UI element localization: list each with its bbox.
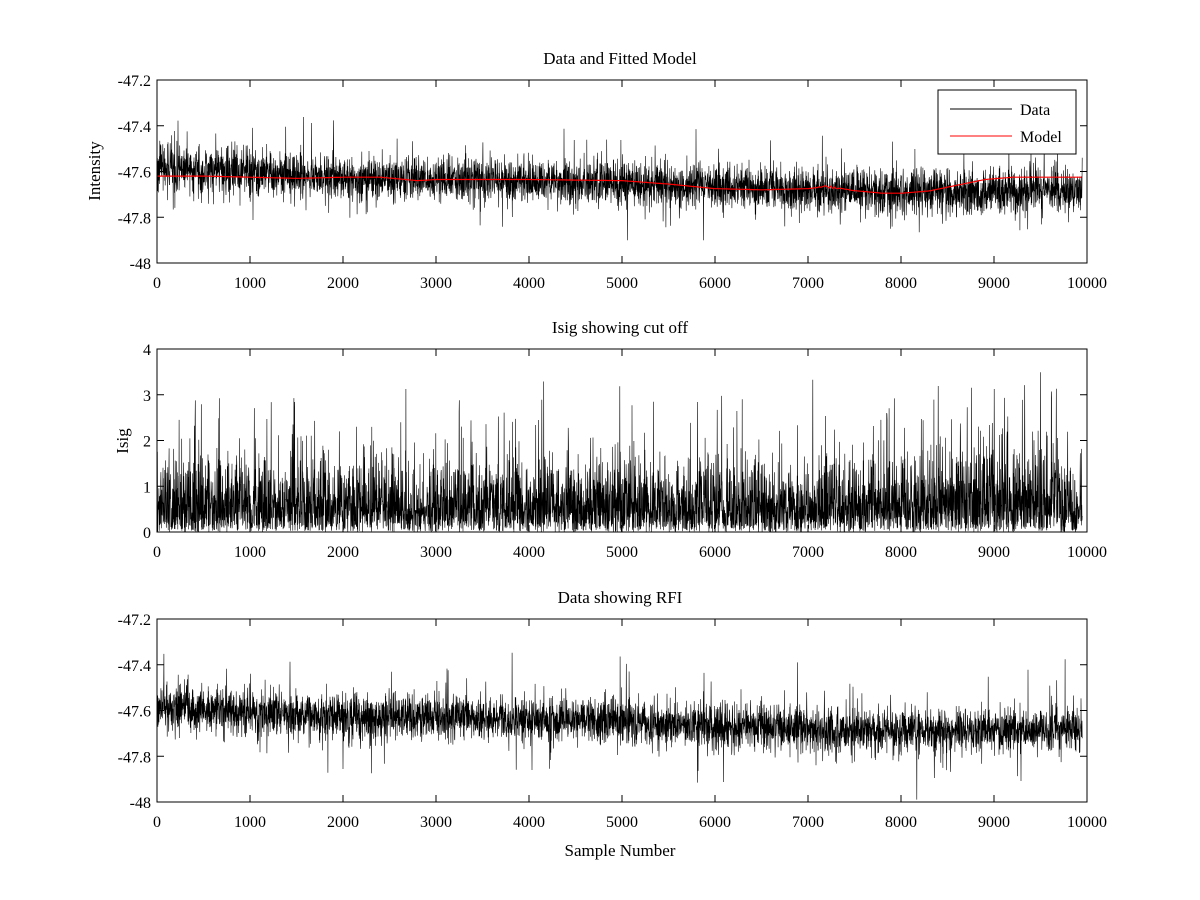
- x-tick-label: 9000: [978, 275, 1010, 292]
- x-tick-label: 2000: [327, 275, 359, 292]
- y-tick-label: -47.2: [118, 612, 151, 629]
- x-axis-label: Sample Number: [565, 841, 676, 860]
- y-axis-label: Intensity: [85, 141, 104, 201]
- x-tick-label: 9000: [978, 814, 1010, 831]
- y-tick-label: -47.4: [118, 658, 151, 675]
- series-group: [157, 372, 1083, 532]
- chart-title: Isig showing cut off: [552, 318, 688, 337]
- x-tick-label: 5000: [606, 544, 638, 561]
- x-tick-label: 7000: [792, 275, 824, 292]
- y-tick-label: 4: [143, 342, 151, 359]
- x-tick-label: 10000: [1067, 814, 1107, 831]
- x-tick-label: 4000: [513, 275, 545, 292]
- y-tick-label: -47.4: [118, 119, 151, 136]
- panel-data-showing-rfi: Data showing RFI Sample Number 0 1000 2000…: [118, 588, 1107, 860]
- y-tick-label: 3: [143, 388, 151, 405]
- x-tick-label: 3000: [420, 814, 452, 831]
- series-group: [157, 116, 1083, 241]
- x-tick-label: 10000: [1067, 544, 1107, 561]
- x-tick-label: 6000: [699, 544, 731, 561]
- y-tick-label: -47.8: [118, 210, 151, 227]
- x-tick-label: 8000: [885, 275, 917, 292]
- x-tick-label: 2000: [327, 814, 359, 831]
- x-tick-label: 4000: [513, 544, 545, 561]
- y-tick-label: -48: [130, 795, 151, 812]
- series-line-isig: [157, 372, 1083, 532]
- x-tick-label: 7000: [792, 814, 824, 831]
- x-tick-label: 1000: [234, 275, 266, 292]
- chart-title: Data showing RFI: [558, 588, 683, 607]
- y-tick-label: 1: [143, 479, 151, 496]
- x-tick-label: 1000: [234, 814, 266, 831]
- y-tick-label: -47.8: [118, 749, 151, 766]
- plot-area: 0 1000 2000 3000 4000 5000 6000 7000 8000 9000 100…: [118, 612, 1107, 831]
- x-tick-label: 3000: [420, 544, 452, 561]
- legend-label-model: Model: [1020, 129, 1062, 146]
- x-tick-label: 6000: [699, 275, 731, 292]
- plot-area: 0 1000 2000 3000 4000 5000 6000 7000 8000 9000 100…: [143, 342, 1107, 561]
- x-tick-label: 5000: [606, 814, 638, 831]
- x-tick-label: 10000: [1067, 275, 1107, 292]
- y-tick-label: -47.6: [118, 165, 151, 182]
- x-tick-label: 9000: [978, 544, 1010, 561]
- legend-box: [937, 89, 1077, 155]
- x-tick-label: 8000: [885, 814, 917, 831]
- x-tick-label: 3000: [420, 275, 452, 292]
- x-tick-label: 0: [153, 275, 161, 292]
- series-line-model: [157, 175, 1082, 194]
- legend-label-data: Data: [1020, 102, 1050, 119]
- y-tick-label: -47.2: [118, 73, 151, 90]
- x-tick-label: 1000: [234, 544, 266, 561]
- legend: Data Model: [937, 89, 1077, 155]
- plot-area: 0 1000 2000 3000 4000 5000 6000 7000 8000 9000 100…: [118, 73, 1107, 292]
- x-tick-label: 0: [153, 814, 161, 831]
- x-tick-label: 7000: [792, 544, 824, 561]
- x-tick-label: 0: [153, 544, 161, 561]
- series-group: [157, 652, 1083, 800]
- y-tick-label: -48: [130, 256, 151, 273]
- panel-isig-showing-cut-off: Isig showing cut off Isig 0 1000 2000 3000 4…: [113, 318, 1107, 561]
- x-tick-label: 5000: [606, 275, 638, 292]
- x-tick-label: 2000: [327, 544, 359, 561]
- series-line-data: [157, 652, 1083, 800]
- y-tick-label: 0: [143, 525, 151, 542]
- x-tick-label: 4000: [513, 814, 545, 831]
- chart-title: Data and Fitted Model: [543, 49, 697, 68]
- series-line-data: [157, 116, 1083, 241]
- y-tick-label: 2: [143, 434, 151, 451]
- y-axis-label: Isig: [113, 428, 132, 454]
- x-tick-label: 8000: [885, 544, 917, 561]
- y-tick-label: -47.6: [118, 704, 151, 721]
- panel-data-and-fitted-model: Data and Fitted Model Intensity 0 1000 200…: [85, 49, 1107, 292]
- x-tick-label: 6000: [699, 814, 731, 831]
